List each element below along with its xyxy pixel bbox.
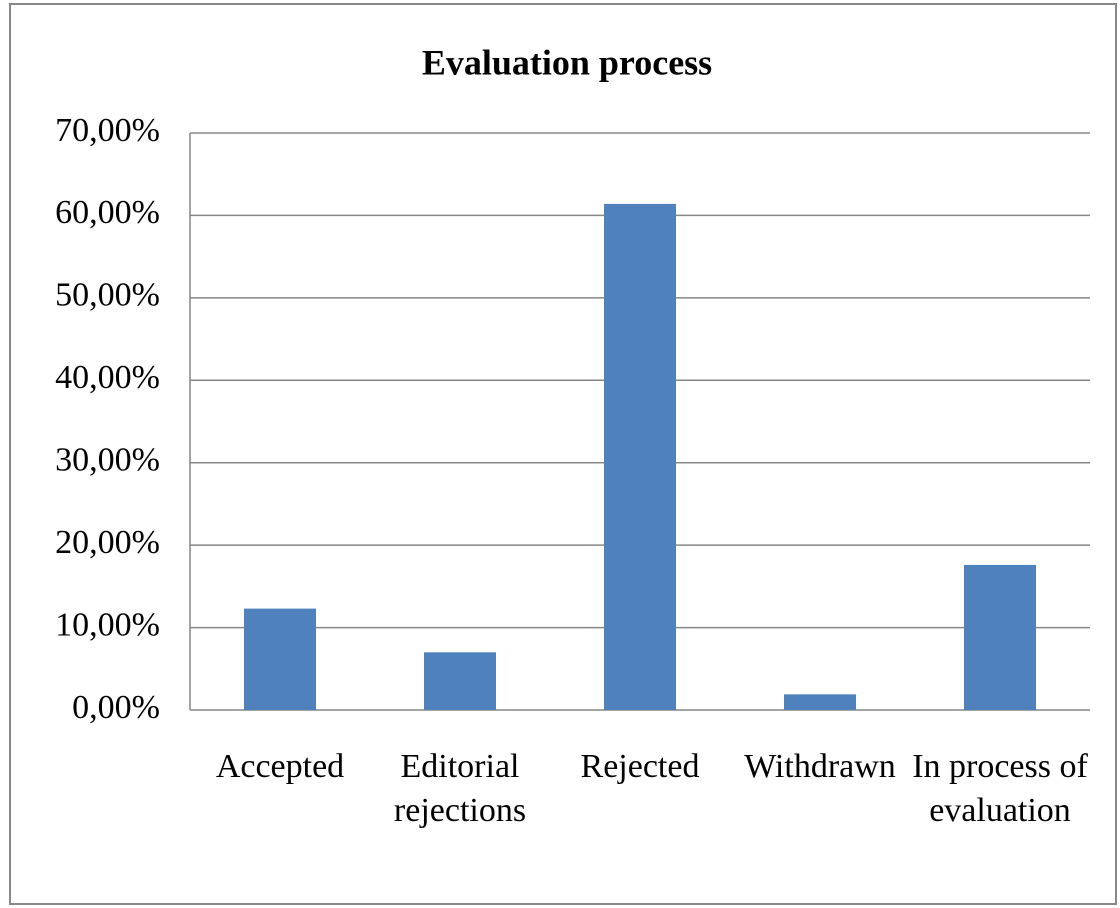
y-tick-label: 60,00%: [55, 194, 160, 231]
bar: [424, 652, 496, 710]
bar: [604, 203, 676, 711]
bar: [784, 694, 856, 710]
y-tick-label: 50,00%: [55, 277, 160, 314]
x-tick-label: In process of evaluation: [912, 748, 1088, 829]
y-tick-label: 0,00%: [72, 689, 160, 726]
x-tick-label: Withdrawn: [744, 748, 896, 785]
x-tick-label: Editorial rejections: [393, 748, 527, 829]
y-tick-label: 70,00%: [55, 112, 160, 149]
y-tick-label: 10,00%: [55, 606, 160, 643]
y-tick-label: 20,00%: [55, 524, 160, 561]
chart-border: [9, 3, 1117, 905]
chart-title: Evaluation process: [422, 42, 712, 82]
x-tick-label: Rejected: [580, 748, 700, 785]
y-tick-label: 30,00%: [55, 442, 160, 479]
bar: [244, 608, 316, 710]
x-tick-label: Accepted: [215, 748, 345, 785]
bar: [964, 564, 1036, 710]
y-tick-label: 40,00%: [55, 359, 160, 396]
